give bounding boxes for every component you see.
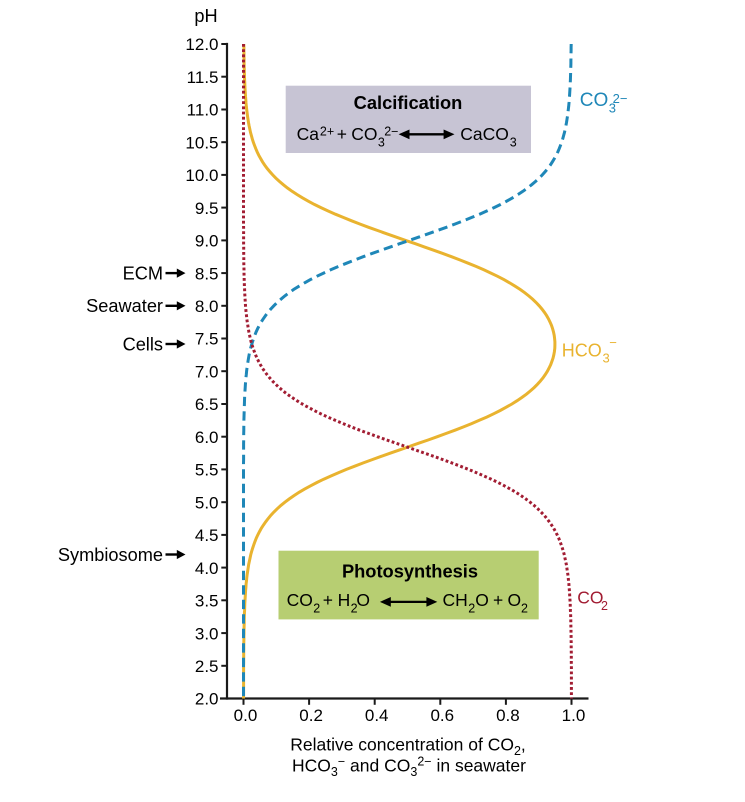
svg-text:3: 3 — [603, 351, 610, 366]
svg-text:CO: CO — [351, 124, 377, 144]
svg-text:5.5: 5.5 — [195, 461, 219, 480]
svg-text:Seawater: Seawater — [86, 296, 163, 316]
svg-text:Ca: Ca — [297, 124, 320, 144]
svg-text:5.0: 5.0 — [195, 493, 219, 512]
svg-text:Photosynthesis: Photosynthesis — [342, 560, 478, 581]
svg-text:3: 3 — [378, 136, 385, 150]
svg-text:10.5: 10.5 — [185, 133, 218, 152]
svg-text:4.5: 4.5 — [195, 526, 219, 545]
svg-text:CO: CO — [577, 588, 603, 608]
svg-text:9.5: 9.5 — [195, 199, 219, 218]
svg-text:Relative concentration of CO2,: Relative concentration of CO2, — [290, 734, 526, 758]
svg-text:8.0: 8.0 — [195, 297, 219, 316]
svg-text:0.2: 0.2 — [299, 706, 323, 725]
svg-text:2: 2 — [601, 599, 608, 613]
svg-text:O: O — [508, 590, 522, 610]
svg-text:2: 2 — [351, 602, 358, 616]
svg-text:1.0: 1.0 — [562, 706, 586, 725]
svg-text:O: O — [356, 590, 370, 610]
svg-text:Cells: Cells — [123, 334, 163, 354]
svg-text:6.5: 6.5 — [195, 395, 219, 414]
svg-text:2−: 2− — [613, 91, 628, 106]
svg-text:CaCO: CaCO — [460, 124, 509, 144]
svg-text:9.0: 9.0 — [195, 232, 219, 251]
svg-text:ECM: ECM — [123, 263, 163, 283]
svg-text:3: 3 — [609, 100, 616, 115]
svg-text:pH: pH — [194, 6, 217, 26]
svg-text:2: 2 — [521, 602, 528, 616]
svg-text:HCO: HCO — [562, 340, 602, 360]
svg-text:0.0: 0.0 — [234, 706, 258, 725]
svg-text:O: O — [475, 590, 489, 610]
svg-text:11.0: 11.0 — [187, 101, 219, 120]
svg-text:2: 2 — [468, 602, 475, 616]
svg-text:Symbiosome: Symbiosome — [58, 545, 163, 565]
svg-text:CO: CO — [287, 590, 313, 610]
svg-text:0.4: 0.4 — [365, 706, 389, 725]
svg-text:CH: CH — [443, 590, 468, 610]
svg-text:−: − — [609, 335, 617, 350]
svg-text:CO: CO — [580, 90, 609, 111]
svg-text:8.5: 8.5 — [195, 264, 219, 283]
svg-text:12.0: 12.0 — [185, 35, 218, 54]
svg-text:H: H — [338, 590, 351, 610]
svg-text:2: 2 — [313, 602, 320, 616]
svg-text:10.0: 10.0 — [185, 166, 218, 185]
svg-text:7.0: 7.0 — [195, 362, 219, 381]
svg-text:6.0: 6.0 — [195, 428, 219, 447]
svg-text:3.5: 3.5 — [195, 592, 219, 611]
svg-text:4.0: 4.0 — [195, 559, 219, 578]
svg-text:Calcification: Calcification — [354, 92, 463, 113]
svg-text:11.5: 11.5 — [187, 68, 219, 87]
svg-text:0.8: 0.8 — [496, 706, 520, 725]
svg-text:3.0: 3.0 — [195, 624, 219, 643]
svg-text:2.5: 2.5 — [195, 657, 219, 676]
svg-text:7.5: 7.5 — [195, 330, 219, 349]
svg-text:0.6: 0.6 — [430, 706, 454, 725]
svg-text:2.0: 2.0 — [195, 690, 219, 709]
svg-text:2−: 2− — [384, 124, 398, 138]
svg-text:2+: 2+ — [320, 124, 334, 138]
svg-text:+: + — [337, 124, 347, 144]
svg-text:3: 3 — [510, 136, 517, 150]
svg-text:+: + — [493, 590, 503, 610]
svg-text:+: + — [323, 590, 333, 610]
svg-text:HCO3− and CO32− in seawater: HCO3− and CO32− in seawater — [292, 755, 526, 779]
